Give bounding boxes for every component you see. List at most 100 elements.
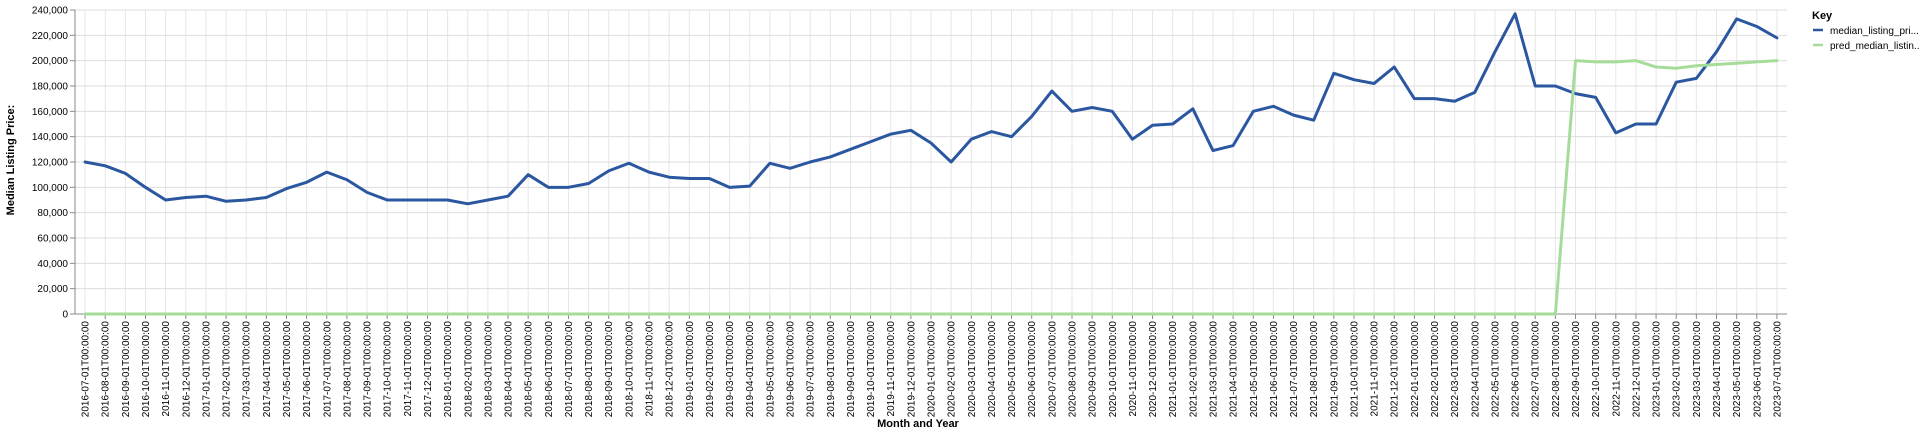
x-tick-label: 2017-04-01T00:00:00 — [262, 321, 273, 418]
x-tick-label: 2021-03-01T00:00:00 — [1208, 321, 1219, 418]
x-tick-label: 2019-02-01T00:00:00 — [705, 321, 716, 418]
x-tick-label: 2023-05-01T00:00:00 — [1732, 321, 1743, 418]
x-tick-label: 2023-03-01T00:00:00 — [1692, 321, 1703, 418]
x-tick-label: 2020-02-01T00:00:00 — [947, 321, 958, 418]
x-tick-label: 2022-10-01T00:00:00 — [1591, 321, 1602, 418]
x-tick-label: 2018-08-01T00:00:00 — [584, 321, 595, 418]
x-tick-label: 2016-08-01T00:00:00 — [101, 321, 112, 418]
x-tick-label: 2022-09-01T00:00:00 — [1571, 321, 1582, 418]
y-tick-label: 220,000 — [32, 31, 69, 42]
y-tick-label: 180,000 — [32, 82, 69, 93]
x-tick-label: 2018-05-01T00:00:00 — [524, 321, 535, 418]
x-tick-label: 2020-01-01T00:00:00 — [927, 321, 938, 418]
y-tick-label: 20,000 — [37, 284, 68, 295]
x-tick-label: 2019-03-01T00:00:00 — [725, 321, 736, 418]
x-tick-label: 2021-04-01T00:00:00 — [1229, 321, 1240, 418]
x-tick-label: 2018-11-01T00:00:00 — [645, 321, 656, 417]
x-tick-label: 2021-02-01T00:00:00 — [1188, 321, 1199, 418]
x-tick-label: 2018-01-01T00:00:00 — [443, 321, 454, 418]
y-tick-label: 0 — [62, 310, 68, 321]
x-tick-label: 2022-11-01T00:00:00 — [1611, 321, 1622, 417]
x-tick-label: 2023-02-01T00:00:00 — [1672, 321, 1683, 418]
y-tick-label: 60,000 — [37, 234, 68, 245]
x-tick-label: 2021-11-01T00:00:00 — [1370, 321, 1381, 417]
x-tick-label: 2017-01-01T00:00:00 — [201, 321, 212, 418]
x-tick-label: 2022-06-01T00:00:00 — [1511, 321, 1522, 418]
x-tick-label: 2020-05-01T00:00:00 — [1007, 321, 1018, 418]
x-tick-label: 2021-09-01T00:00:00 — [1329, 321, 1340, 418]
x-tick-label: 2021-06-01T00:00:00 — [1269, 321, 1280, 418]
x-tick-label: 2022-12-01T00:00:00 — [1631, 321, 1642, 418]
x-tick-label: 2017-07-01T00:00:00 — [322, 321, 333, 418]
y-tick-label: 80,000 — [37, 208, 68, 219]
x-tick-label: 2020-03-01T00:00:00 — [967, 321, 978, 418]
x-tick-label: 2016-07-01T00:00:00 — [81, 321, 92, 418]
y-tick-label: 100,000 — [32, 183, 69, 194]
x-tick-label: 2016-11-01T00:00:00 — [161, 321, 172, 417]
y-tick-label: 200,000 — [32, 56, 69, 67]
y-axis-title: Median Listing Price: — [5, 105, 17, 216]
y-tick-label: 240,000 — [32, 6, 69, 17]
x-tick-label: 2022-07-01T00:00:00 — [1531, 321, 1542, 418]
x-tick-label: 2018-07-01T00:00:00 — [564, 321, 575, 418]
x-tick-label: 2017-11-01T00:00:00 — [403, 321, 414, 417]
legend-title: Key — [1812, 10, 1833, 22]
x-tick-label: 2016-09-01T00:00:00 — [121, 321, 132, 418]
x-tick-label: 2019-09-01T00:00:00 — [846, 321, 857, 418]
x-tick-label: 2017-06-01T00:00:00 — [302, 321, 313, 418]
x-tick-label: 2018-03-01T00:00:00 — [483, 321, 494, 418]
legend: Key median_listing_pri... pred_median_lis… — [1812, 10, 1920, 52]
x-tick-label: 2019-01-01T00:00:00 — [685, 321, 696, 418]
x-tick-label: 2016-10-01T00:00:00 — [141, 321, 152, 418]
x-tick-label: 2017-12-01T00:00:00 — [423, 321, 434, 418]
x-tick-label: 2020-11-01T00:00:00 — [1128, 321, 1139, 417]
x-tick-label: 2019-11-01T00:00:00 — [886, 321, 897, 417]
series-line-1 — [83, 12, 1779, 206]
x-tick-label: 2020-12-01T00:00:00 — [1148, 321, 1159, 418]
x-tick-label: 2020-08-01T00:00:00 — [1067, 321, 1078, 418]
x-tick-label: 2020-10-01T00:00:00 — [1108, 321, 1119, 418]
x-tick-label: 2021-05-01T00:00:00 — [1249, 321, 1260, 418]
x-tick-label: 2022-02-01T00:00:00 — [1430, 321, 1441, 418]
x-tick-label: 2022-04-01T00:00:00 — [1470, 321, 1481, 418]
grid — [75, 9, 1787, 315]
x-tick-label: 2016-12-01T00:00:00 — [181, 321, 192, 418]
x-tick-label: 2022-05-01T00:00:00 — [1490, 321, 1501, 418]
x-tick-label: 2019-08-01T00:00:00 — [826, 321, 837, 418]
x-tick-label: 2022-08-01T00:00:00 — [1551, 321, 1562, 418]
x-tick-label: 2020-04-01T00:00:00 — [987, 321, 998, 418]
x-tick-label: 2023-04-01T00:00:00 — [1712, 321, 1723, 418]
y-tick-label: 40,000 — [37, 259, 68, 270]
x-tick-label: 2019-06-01T00:00:00 — [786, 321, 797, 418]
legend-label: pred_median_listin... — [1830, 41, 1920, 52]
x-tick-label: 2018-04-01T00:00:00 — [504, 321, 515, 418]
x-tick-label: 2021-08-01T00:00:00 — [1309, 321, 1320, 418]
x-tick-label: 2022-01-01T00:00:00 — [1410, 321, 1421, 418]
x-tick-label: 2017-03-01T00:00:00 — [242, 321, 253, 418]
x-tick-label: 2019-04-01T00:00:00 — [745, 321, 756, 418]
x-tick-label: 2022-03-01T00:00:00 — [1450, 321, 1461, 418]
x-tick-label: 2019-10-01T00:00:00 — [866, 321, 877, 418]
x-tick-label: 2017-08-01T00:00:00 — [342, 321, 353, 418]
x-tick-label: 2018-02-01T00:00:00 — [463, 321, 474, 418]
x-tick-label: 2021-01-01T00:00:00 — [1168, 321, 1179, 418]
x-tick-label: 2018-09-01T00:00:00 — [604, 321, 615, 418]
x-tick-label: 2017-02-01T00:00:00 — [222, 321, 233, 418]
x-tick-label: 2018-10-01T00:00:00 — [624, 321, 635, 418]
x-tick-label: 2020-09-01T00:00:00 — [1088, 321, 1099, 418]
x-tick-label: 2017-10-01T00:00:00 — [383, 321, 394, 418]
x-tick-label: 2021-12-01T00:00:00 — [1390, 321, 1401, 418]
x-tick-label: 2017-09-01T00:00:00 — [363, 321, 374, 418]
axes: 0 20,000 40,000 60,000 80,000 100,000 120,000 1… — [32, 6, 1787, 418]
x-tick-label: 2017-05-01T00:00:00 — [282, 321, 293, 418]
x-tick-label: 2019-05-01T00:00:00 — [765, 321, 776, 418]
x-tick-label: 2018-06-01T00:00:00 — [544, 321, 555, 418]
x-tick-label: 2018-12-01T00:00:00 — [665, 321, 676, 418]
x-tick-label: 2020-06-01T00:00:00 — [1027, 321, 1038, 418]
x-tick-label: 2019-12-01T00:00:00 — [906, 321, 917, 418]
x-tick-label: 2023-06-01T00:00:00 — [1752, 321, 1763, 418]
y-tick-label: 120,000 — [32, 158, 69, 169]
series-line-2 — [83, 59, 1779, 316]
